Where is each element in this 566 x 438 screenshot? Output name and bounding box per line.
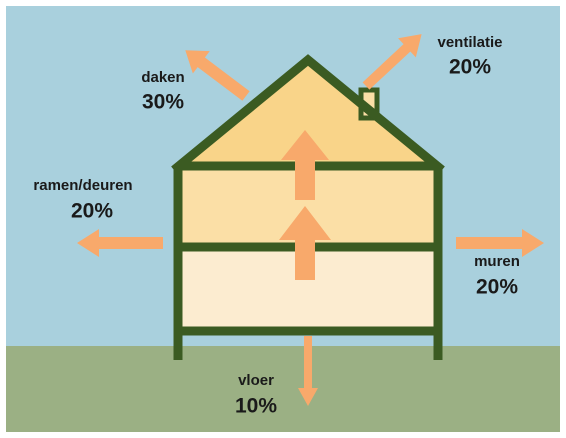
percentage: 20%	[449, 56, 491, 79]
label: ramen/deuren	[33, 177, 132, 194]
roof-outline	[171, 54, 445, 174]
window-arrow	[77, 229, 163, 257]
ground	[6, 346, 560, 432]
percentage: 30%	[142, 91, 184, 114]
house-outline	[171, 54, 445, 360]
up-arrow	[281, 130, 329, 200]
floor-arrow	[298, 336, 318, 406]
ventilation-arrow	[362, 34, 422, 90]
roof-arrow	[185, 50, 250, 101]
label: muren	[474, 253, 520, 270]
wall-arrow	[456, 229, 544, 257]
percentage: 20%	[71, 200, 113, 223]
percentage: 10%	[235, 395, 277, 418]
label: ventilatie	[437, 34, 502, 51]
label: daken	[141, 69, 184, 86]
up-arrow	[279, 206, 331, 280]
percentage: 20%	[476, 276, 518, 299]
roof	[178, 62, 438, 165]
arrows	[77, 34, 544, 406]
label: vloer	[238, 372, 274, 389]
